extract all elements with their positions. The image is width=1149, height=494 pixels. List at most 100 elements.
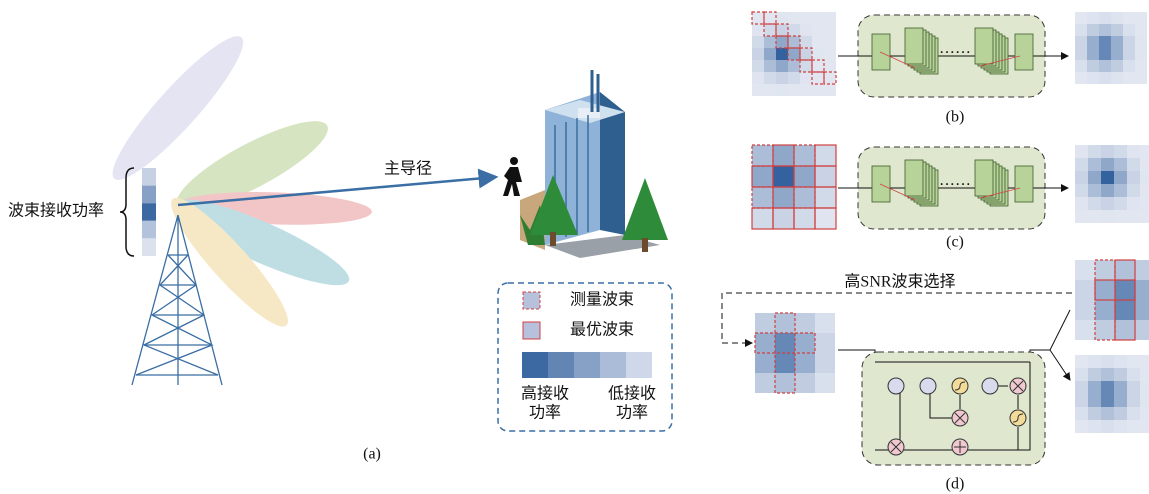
heatmap-cell — [1111, 48, 1123, 60]
heatmap-cell — [1127, 407, 1140, 420]
heatmap-cell — [1127, 394, 1140, 407]
heatmap-cell — [1115, 280, 1135, 300]
conv-link — [879, 183, 1021, 201]
legend-box — [497, 282, 673, 432]
heatmap-cell — [795, 333, 815, 353]
heatmap-cell — [1101, 145, 1114, 158]
gradient-cell — [522, 352, 548, 378]
legend-low: 功率 — [616, 404, 648, 422]
heatmap-cell — [1088, 394, 1101, 407]
path-label: 主导径 — [384, 160, 432, 178]
heatmap-cell — [1099, 48, 1111, 60]
heatmap-cell — [1140, 210, 1149, 223]
heatmap-cell — [1127, 381, 1140, 394]
heatmap-cell — [1075, 355, 1088, 368]
heatmap-cell — [1075, 36, 1087, 48]
heatmap-cell — [824, 24, 836, 36]
heatmap-cell — [1088, 171, 1101, 184]
heatmap-cell — [788, 24, 800, 36]
heatmap-cell — [1114, 407, 1127, 420]
heatmap-cell — [1075, 420, 1088, 433]
layer — [974, 27, 994, 65]
selection-label: 高SNR波束选择 — [844, 273, 955, 291]
heatmap-cell — [776, 12, 788, 24]
layer — [1014, 33, 1034, 71]
heatmap-cell — [775, 313, 795, 333]
heatmap-cell — [776, 84, 788, 96]
heatmap-cell — [1075, 60, 1087, 72]
gradient-cell — [574, 352, 600, 378]
heatmap-cell — [824, 72, 836, 84]
heatmap-cell — [812, 48, 824, 60]
gate — [887, 377, 905, 395]
heatmap-cell — [1127, 210, 1140, 223]
panel-label: (c) — [946, 234, 964, 251]
heatmap-cell — [1075, 12, 1087, 24]
heatmap-cell — [794, 145, 815, 166]
panel-label: (a) — [363, 446, 381, 463]
heatmap-cell — [775, 353, 795, 373]
heatmap-cell — [794, 187, 815, 208]
heatmap-cell — [1075, 320, 1095, 340]
heatmap-cell — [1114, 197, 1127, 210]
heatmap-cell — [812, 24, 824, 36]
heatmap-cell — [1135, 60, 1147, 72]
heatmap-cell — [1087, 48, 1099, 60]
heatmap-cell — [1088, 210, 1101, 223]
heatmap-cell — [815, 333, 835, 353]
heatmap-cell — [1101, 407, 1114, 420]
heatmap-cell — [775, 373, 795, 393]
heatmap-cell — [1114, 381, 1127, 394]
heatmap-cell — [1075, 260, 1095, 280]
legend-optimal-swatch — [522, 321, 541, 340]
heatmap-cell — [764, 36, 776, 48]
heatmap-cell — [815, 313, 835, 333]
heatmap-cell — [1087, 12, 1099, 24]
heatmap-cell — [1115, 260, 1135, 280]
heatmap-cell — [1075, 368, 1088, 381]
heatmap-cell — [755, 353, 775, 373]
panel-label: (d) — [946, 476, 965, 493]
heatmap-cell — [1123, 24, 1135, 36]
heatmap-cell — [764, 24, 776, 36]
heatmap-cell — [1087, 36, 1099, 48]
heatmap-cell — [776, 24, 788, 36]
beam-box — [814, 207, 837, 230]
legend-measured-swatch — [522, 291, 541, 310]
ellipsis: ······ — [939, 177, 971, 194]
heatmap-cell — [788, 84, 800, 96]
heatmap-cell — [1114, 394, 1127, 407]
ellipsis: ······ — [939, 45, 971, 62]
heatmap-cell — [1101, 210, 1114, 223]
power-cell — [142, 185, 156, 204]
heatmap-cell — [752, 208, 773, 229]
brace — [119, 167, 135, 257]
power-cell — [142, 220, 156, 239]
heatmap-cell — [815, 145, 836, 166]
power-cell — [142, 203, 156, 221]
beam — [171, 197, 288, 327]
layer — [904, 27, 924, 65]
heatmap-cell — [794, 166, 815, 187]
network-box — [861, 351, 1046, 466]
heatmap-cell — [1111, 36, 1123, 48]
heatmap-cell — [1135, 280, 1149, 300]
heatmap-cell — [1135, 260, 1149, 280]
heatmap-cell — [824, 36, 836, 48]
heatmap-cell — [1099, 36, 1111, 48]
heatmap-cell — [812, 12, 824, 24]
heatmap-cell — [1140, 158, 1149, 171]
heatmap-cell — [1115, 320, 1135, 340]
heatmap-cell — [1140, 171, 1149, 184]
heatmap-cell — [1075, 158, 1088, 171]
heatmap-cell — [1075, 171, 1088, 184]
heatmap-cell — [812, 36, 824, 48]
gate-symbol — [1012, 413, 1024, 423]
beam — [176, 121, 328, 210]
heatmap-cell — [773, 145, 794, 166]
heatmap-cell — [1075, 280, 1095, 300]
heatmap-cell — [1099, 72, 1111, 84]
heatmap-cell — [1140, 355, 1149, 368]
legend-high: 功率 — [529, 404, 561, 422]
heatmap-cell — [815, 166, 836, 187]
